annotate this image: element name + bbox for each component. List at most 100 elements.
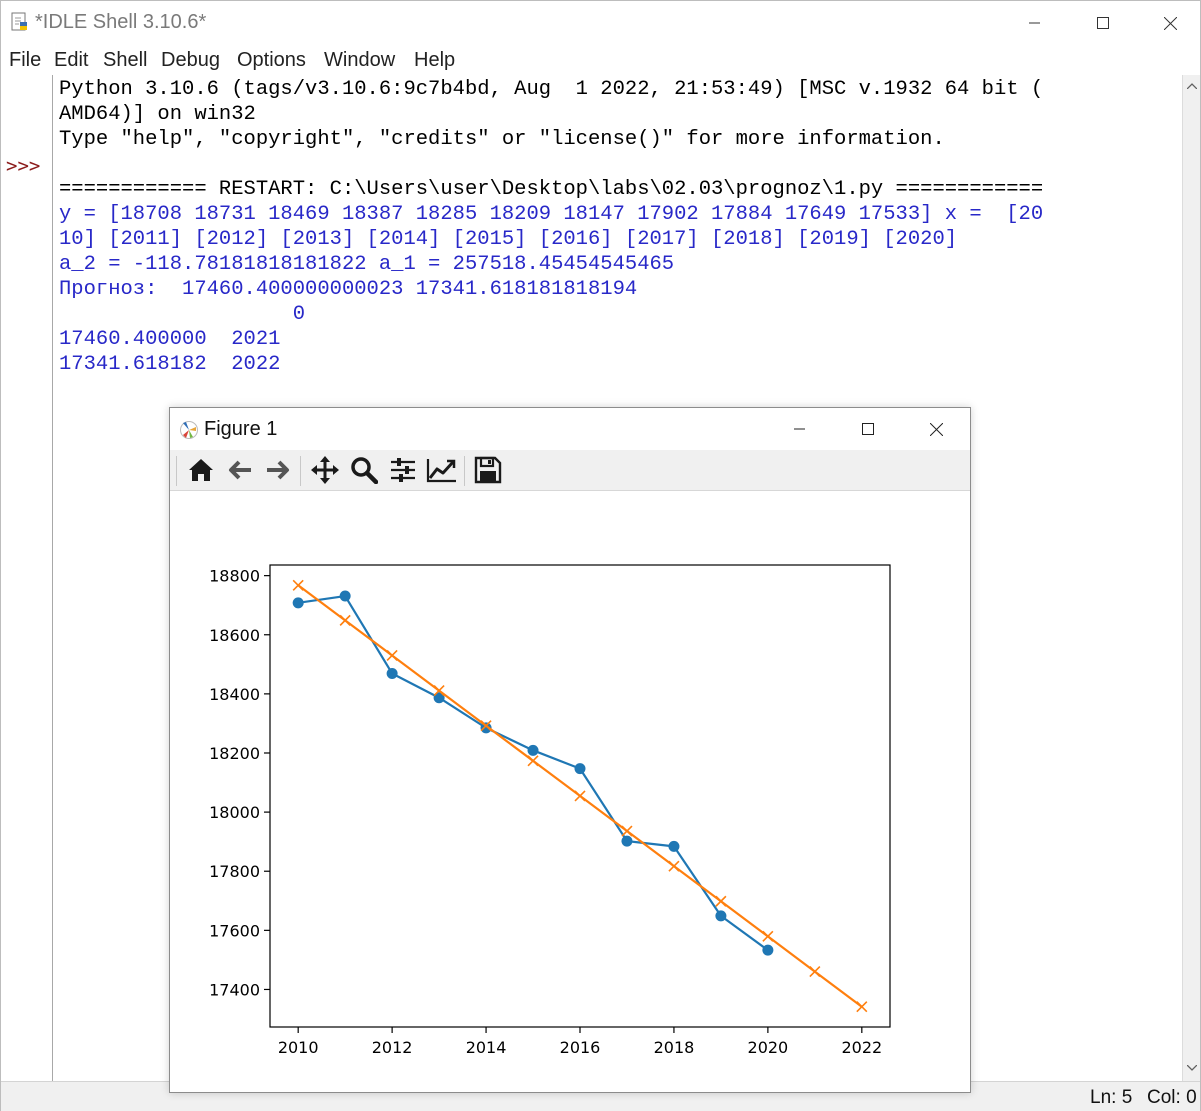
x-tick-label: 2014 [466,1038,507,1057]
close-icon [1163,16,1177,30]
data-point [433,685,445,697]
pan-icon [311,456,339,484]
figure-close-button[interactable] [902,408,970,450]
y-tick-label: 18400 [209,685,260,704]
data-point [621,825,633,837]
forward-arrow-icon [267,460,289,480]
y-tick-label: 18000 [209,803,260,822]
matplotlib-icon [180,421,198,439]
data-point [339,590,351,602]
menu-shell[interactable]: Shell [103,49,148,71]
pan-button[interactable] [308,453,342,487]
scroll-up-icon[interactable] [1187,83,1197,89]
save-button[interactable] [471,453,505,487]
minimize-button[interactable] [1001,1,1069,45]
home-button[interactable] [184,453,218,487]
back-button[interactable] [223,453,257,487]
scroll-down-icon[interactable] [1187,1065,1197,1071]
data-point [715,895,727,907]
restart-line: ============ RESTART: C:\Users\user\Desk… [59,178,1044,201]
forward-button[interactable] [261,453,295,487]
navigation-toolbar [170,450,970,491]
minimize-icon [1029,22,1040,24]
close-button[interactable] [1136,1,1201,45]
menu-window[interactable]: Window [324,49,396,71]
close-icon [929,422,943,436]
zoom-button[interactable] [347,453,381,487]
x-tick-label: 2022 [841,1038,882,1057]
data-point [762,930,774,942]
edit-axis-icon [426,459,456,483]
configure-subplots-icon [391,458,415,482]
data-point [386,649,398,662]
x-tick-label: 2018 [654,1038,695,1057]
output-line: 10] [2011] [2012] [2013] [2014] [2015] [… [59,228,958,251]
y-tick-label: 18800 [209,567,260,586]
data-point [621,835,633,847]
column-number-status: Col: 0 [1147,1087,1197,1108]
data-point [339,614,351,626]
output-line: y = [18708 18731 18469 18387 18285 18209… [59,203,1044,226]
data-point [809,966,821,978]
menu-help[interactable]: Help [414,49,456,71]
x-tick-label: 2016 [560,1038,601,1057]
x-tick-label: 2010 [278,1038,319,1057]
data-point [574,790,586,802]
back-arrow-icon [229,460,251,480]
y-tick-label: 17600 [209,921,260,940]
vertical-scrollbar[interactable] [1182,75,1200,1081]
data-point [433,692,445,704]
menu-file[interactable]: File [9,49,42,71]
minimize-icon [794,428,805,430]
shell-line: Python 3.10.6 (tags/v3.10.6:9c7b4bd, Aug… [59,78,1044,101]
series-line [298,594,769,952]
output-line: 0 [59,303,306,326]
output-line: Прогноз: 17460.400000000023 17341.618181… [59,278,638,301]
edit-axis-button[interactable] [425,453,459,487]
data-point [856,1001,868,1013]
data-point [480,720,492,732]
prompt-gutter: >>> [1,75,53,1081]
data-point [668,840,680,852]
menu-debug[interactable]: Debug [161,49,220,71]
y-tick-label: 17800 [209,862,260,881]
output-line: a_2 = -118.78181818181822 a_1 = 257518.4… [59,253,675,276]
maximize-icon [1097,17,1109,29]
data-point [386,667,398,679]
output-line: 17341.618182 2022 [59,353,281,376]
data-point [574,763,586,775]
figure-window: Figure 1 [169,407,971,1093]
data-point [292,597,304,609]
maximize-icon [862,423,874,435]
figure-minimize-button[interactable] [766,408,834,450]
figure-title: Figure 1 [204,418,278,440]
maximize-button[interactable] [1069,1,1137,45]
figure-title-bar: Figure 1 [170,408,970,450]
x-tick-label: 2020 [748,1038,789,1057]
save-icon [474,456,502,484]
window-title: *IDLE Shell 3.10.6* [35,11,207,33]
configure-subplots-button[interactable] [386,453,420,487]
toolbar-separator [464,456,465,486]
x-tick-label: 2012 [372,1038,413,1057]
toolbar-separator [300,456,301,486]
figure-maximize-button[interactable] [834,408,902,450]
shell-prompt: >>> [6,155,41,177]
shell-line: Type "help", "copyright", "credits" or "… [59,128,945,151]
line-number-status: Ln: 5 [1090,1087,1133,1108]
toolbar-separator [176,456,177,486]
menu-options[interactable]: Options [237,49,306,71]
data-point [715,910,727,922]
data-point [292,579,304,591]
menu-bar: File Edit Shell Debug Options Window Hel… [1,45,1200,75]
y-tick-label: 18200 [209,744,260,763]
y-tick-label: 17400 [209,980,260,999]
menu-edit[interactable]: Edit [54,49,89,71]
home-icon [189,459,213,481]
data-point [527,755,539,767]
output-line: 17460.400000 2021 [59,328,281,351]
title-bar: *IDLE Shell 3.10.6* [1,1,1200,45]
plot-canvas[interactable]: 2010 2012 2014 2016 2018 2020 2022 17400 17600 17… [170,492,970,1092]
shell-line: AMD64)] on win32 [59,103,256,126]
idle-python-icon [11,12,27,31]
